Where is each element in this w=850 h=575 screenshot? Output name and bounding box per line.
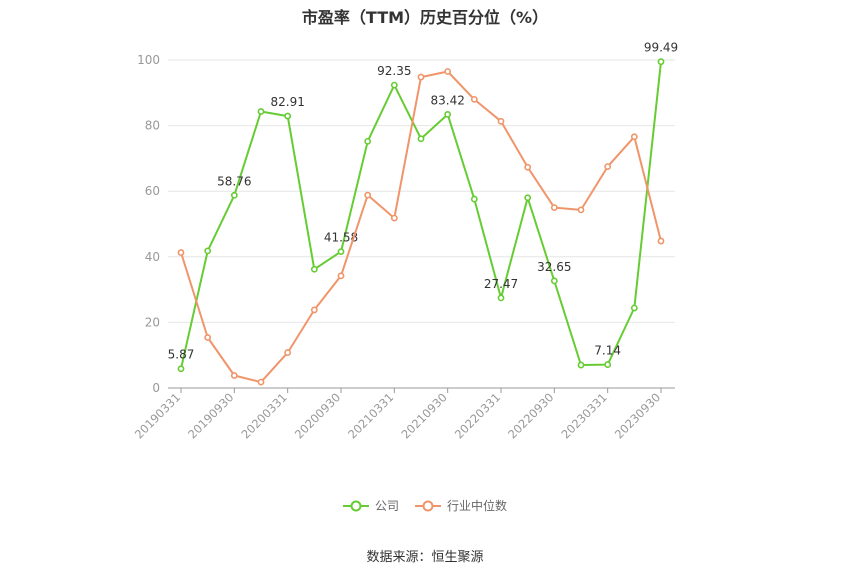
data-point (390, 214, 398, 222)
legend-industry-marker-icon (415, 500, 441, 511)
x-tick-label: 20190930 (185, 390, 236, 441)
data-point (230, 372, 238, 379)
data-point (657, 237, 665, 245)
data-point (364, 191, 372, 199)
data-point (204, 334, 212, 341)
data-label: 5.87 (168, 348, 195, 362)
data-point (470, 95, 478, 103)
y-tick-label: 40 (145, 250, 160, 264)
data-point (257, 378, 265, 386)
data-point (497, 294, 505, 302)
legend-item-company[interactable]: 公司 (342, 497, 399, 514)
data-point (524, 163, 532, 171)
data-point (337, 248, 345, 256)
data-point (310, 306, 318, 314)
data-point (284, 349, 292, 356)
data-point (630, 304, 638, 312)
data-label: 83.42 (430, 93, 464, 107)
legend-company-label: 公司 (374, 499, 399, 513)
data-point (550, 204, 558, 211)
legend-item-industry-median[interactable]: 行业中位数 (415, 497, 507, 514)
data-label: 41.58 (324, 231, 358, 245)
data-label: 82.91 (270, 95, 304, 109)
data-point (417, 135, 425, 143)
data-point (257, 108, 265, 115)
chart-title: 市盈率（TTM）历史百分位（%） (301, 8, 549, 27)
y-tick-label: 0 (152, 381, 160, 395)
x-tick-label: 20200331 (238, 390, 289, 441)
data-point (310, 265, 318, 273)
series-line-1 (180, 70, 662, 384)
data-point (204, 247, 212, 255)
data-point (550, 277, 558, 285)
data-point (497, 117, 505, 125)
data-point (604, 361, 612, 368)
data-point (337, 272, 345, 280)
legend-company-marker-icon (342, 500, 369, 511)
x-tick-label: 20210331 (345, 390, 396, 441)
data-label: 92.35 (377, 64, 411, 78)
data-point (604, 163, 612, 170)
data-label: 99.49 (644, 41, 678, 55)
data-point (470, 195, 478, 203)
data-point (657, 58, 665, 66)
legend: 公司 行业中位数 (0, 497, 850, 514)
data-label: 27.47 (484, 277, 518, 291)
x-tick-label: 20200930 (292, 390, 343, 441)
data-point (444, 110, 452, 118)
data-label: 32.65 (537, 260, 571, 274)
data-point (577, 361, 585, 369)
data-point (390, 81, 398, 89)
x-tick-label: 20230331 (558, 390, 609, 441)
data-point (524, 194, 532, 202)
data-point (630, 133, 638, 141)
x-tick-label: 20190331 (132, 390, 183, 441)
x-tick-label: 20220331 (452, 390, 503, 441)
x-tick-label: 20230930 (612, 390, 663, 441)
legend-industry-label: 行业中位数 (447, 499, 508, 513)
data-point (284, 112, 292, 120)
y-tick-label: 80 (145, 119, 160, 133)
data-point (444, 68, 452, 75)
data-point (230, 191, 238, 199)
data-point (177, 365, 185, 373)
data-label: 58.76 (217, 174, 251, 188)
y-tick-label: 20 (145, 315, 160, 329)
y-tick-label: 60 (145, 184, 160, 198)
data-point (417, 73, 425, 81)
data-label: 7.14 (594, 344, 621, 358)
x-tick-label: 20210930 (398, 390, 449, 441)
data-point (577, 206, 585, 214)
data-point (364, 137, 372, 145)
data-source: 数据来源：恒生聚源 (366, 550, 484, 565)
x-tick-label: 20220930 (505, 390, 556, 441)
y-tick-label: 100 (137, 53, 160, 67)
data-point (177, 249, 185, 256)
